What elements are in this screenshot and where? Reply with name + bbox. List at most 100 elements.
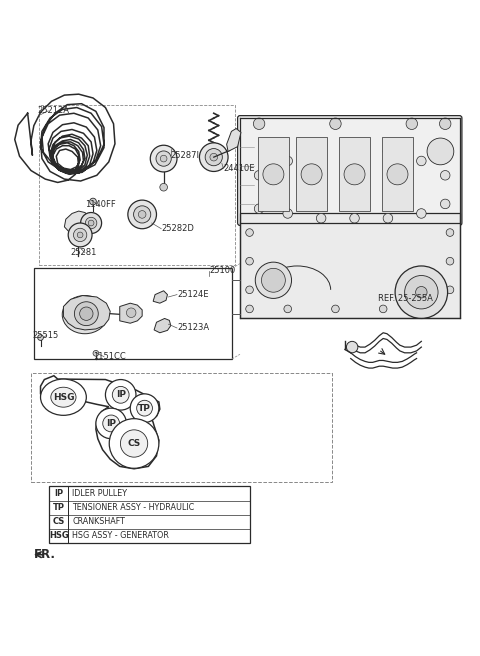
Text: CRANKSHAFT: CRANKSHAFT bbox=[72, 517, 125, 526]
Text: 25100: 25100 bbox=[209, 266, 235, 276]
Circle shape bbox=[81, 213, 102, 234]
Ellipse shape bbox=[120, 430, 148, 457]
Polygon shape bbox=[153, 291, 168, 303]
Circle shape bbox=[74, 302, 98, 325]
Polygon shape bbox=[63, 296, 110, 330]
Circle shape bbox=[205, 148, 222, 166]
Circle shape bbox=[405, 276, 438, 309]
Circle shape bbox=[316, 147, 326, 156]
Circle shape bbox=[246, 286, 253, 294]
Circle shape bbox=[350, 142, 360, 152]
Circle shape bbox=[88, 220, 94, 226]
Circle shape bbox=[379, 305, 387, 313]
Circle shape bbox=[446, 286, 454, 294]
Circle shape bbox=[73, 228, 87, 241]
Circle shape bbox=[440, 118, 451, 129]
Circle shape bbox=[37, 335, 43, 340]
Circle shape bbox=[427, 305, 435, 313]
Circle shape bbox=[383, 213, 393, 223]
Circle shape bbox=[441, 171, 450, 180]
Circle shape bbox=[406, 118, 418, 129]
Polygon shape bbox=[154, 318, 171, 333]
Text: TENSIONER ASSY - HYDRAULIC: TENSIONER ASSY - HYDRAULIC bbox=[72, 503, 194, 512]
Circle shape bbox=[156, 151, 171, 166]
Circle shape bbox=[254, 204, 264, 213]
Text: 25123A: 25123A bbox=[177, 323, 209, 333]
Circle shape bbox=[254, 171, 264, 180]
Bar bbox=[339, 137, 370, 211]
Bar bbox=[49, 487, 250, 543]
Ellipse shape bbox=[96, 408, 126, 439]
Ellipse shape bbox=[106, 380, 136, 410]
Circle shape bbox=[199, 143, 228, 171]
Text: TP: TP bbox=[53, 503, 65, 512]
Text: FR.: FR. bbox=[34, 548, 56, 561]
Circle shape bbox=[330, 118, 341, 129]
Text: 25212A: 25212A bbox=[37, 106, 69, 115]
Circle shape bbox=[301, 164, 322, 185]
Text: REF. 25-255A: REF. 25-255A bbox=[378, 294, 433, 303]
Ellipse shape bbox=[112, 386, 129, 403]
Circle shape bbox=[85, 217, 97, 229]
Ellipse shape bbox=[40, 379, 86, 415]
Circle shape bbox=[416, 287, 427, 298]
Circle shape bbox=[446, 257, 454, 265]
Ellipse shape bbox=[51, 387, 76, 407]
Bar bbox=[34, 268, 232, 359]
Text: IP: IP bbox=[106, 419, 116, 428]
Circle shape bbox=[93, 350, 99, 356]
Circle shape bbox=[246, 257, 253, 265]
Text: HSG: HSG bbox=[53, 393, 74, 401]
Text: 25515: 25515 bbox=[33, 331, 59, 340]
Circle shape bbox=[347, 341, 358, 353]
Circle shape bbox=[427, 138, 454, 165]
Text: TP: TP bbox=[138, 403, 151, 413]
Circle shape bbox=[80, 307, 93, 320]
Ellipse shape bbox=[130, 394, 159, 422]
Circle shape bbox=[133, 206, 151, 223]
Text: HSG: HSG bbox=[49, 531, 69, 540]
Text: 1140FF: 1140FF bbox=[85, 200, 116, 209]
Circle shape bbox=[441, 199, 450, 209]
Circle shape bbox=[253, 118, 265, 129]
Circle shape bbox=[417, 156, 426, 166]
Text: 25281: 25281 bbox=[71, 248, 97, 257]
Circle shape bbox=[68, 223, 92, 247]
Text: 25124E: 25124E bbox=[177, 290, 208, 299]
Circle shape bbox=[138, 211, 146, 218]
Polygon shape bbox=[227, 129, 241, 152]
Circle shape bbox=[263, 164, 284, 185]
Circle shape bbox=[128, 200, 156, 229]
Circle shape bbox=[246, 229, 253, 236]
Circle shape bbox=[150, 145, 177, 172]
Circle shape bbox=[255, 262, 291, 298]
Circle shape bbox=[77, 232, 83, 238]
Circle shape bbox=[126, 308, 136, 318]
Bar bbox=[382, 137, 413, 211]
Text: 25282D: 25282D bbox=[161, 224, 194, 234]
Circle shape bbox=[395, 266, 447, 318]
Bar bbox=[240, 213, 459, 318]
Circle shape bbox=[387, 164, 408, 185]
Circle shape bbox=[262, 268, 285, 292]
Circle shape bbox=[350, 213, 360, 223]
Bar bbox=[258, 137, 289, 211]
Text: IDLER PULLEY: IDLER PULLEY bbox=[72, 489, 127, 498]
Bar bbox=[296, 137, 327, 211]
Circle shape bbox=[160, 155, 167, 162]
FancyBboxPatch shape bbox=[238, 115, 462, 226]
Text: CS: CS bbox=[52, 517, 65, 526]
Text: 24410E: 24410E bbox=[223, 163, 255, 173]
Circle shape bbox=[332, 305, 339, 313]
Text: HSG ASSY - GENERATOR: HSG ASSY - GENERATOR bbox=[72, 531, 169, 540]
Text: 1151CC: 1151CC bbox=[93, 352, 126, 361]
Text: CS: CS bbox=[127, 439, 141, 448]
Bar bbox=[31, 373, 332, 482]
Circle shape bbox=[160, 184, 168, 191]
Circle shape bbox=[284, 305, 291, 313]
Circle shape bbox=[383, 147, 393, 156]
Circle shape bbox=[210, 154, 217, 161]
Text: IP: IP bbox=[116, 390, 126, 400]
Circle shape bbox=[344, 164, 365, 185]
Circle shape bbox=[446, 229, 454, 236]
